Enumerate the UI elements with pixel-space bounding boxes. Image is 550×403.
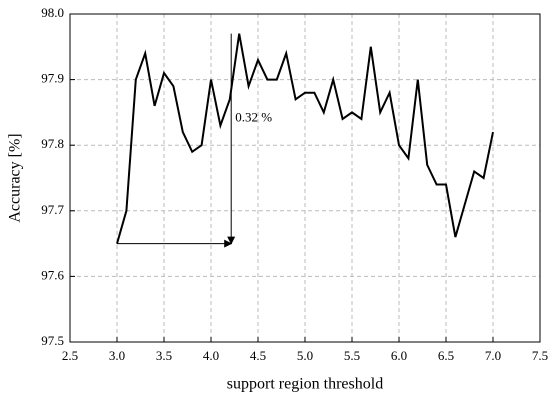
y-axis-label: Accuracy [%] (7, 133, 24, 222)
y-tick-label: 97.5 (41, 333, 64, 348)
x-tick-label: 6.0 (391, 348, 407, 363)
x-tick-label: 5.0 (297, 348, 313, 363)
x-tick-label: 2.5 (62, 348, 78, 363)
x-tick-label: 6.5 (438, 348, 454, 363)
x-tick-label: 7.5 (532, 348, 548, 363)
x-tick-label: 4.5 (250, 348, 266, 363)
x-tick-label: 3.5 (156, 348, 172, 363)
x-tick-label: 4.0 (203, 348, 219, 363)
y-tick-label: 98.0 (41, 5, 64, 20)
y-tick-label: 97.8 (41, 136, 64, 151)
y-tick-label: 97.6 (41, 267, 64, 282)
plot-frame (69, 13, 541, 343)
x-axis-label: support region threshold (227, 376, 383, 393)
y-tick-label: 97.7 (41, 202, 64, 217)
annotation: 0.32 % (235, 110, 272, 125)
x-tick-label: 5.5 (344, 348, 360, 363)
data-line (116, 33, 494, 244)
y-tick-label: 97.9 (41, 71, 64, 86)
x-tick-label: 7.0 (485, 348, 501, 363)
x-tick-label: 3.0 (109, 348, 125, 363)
